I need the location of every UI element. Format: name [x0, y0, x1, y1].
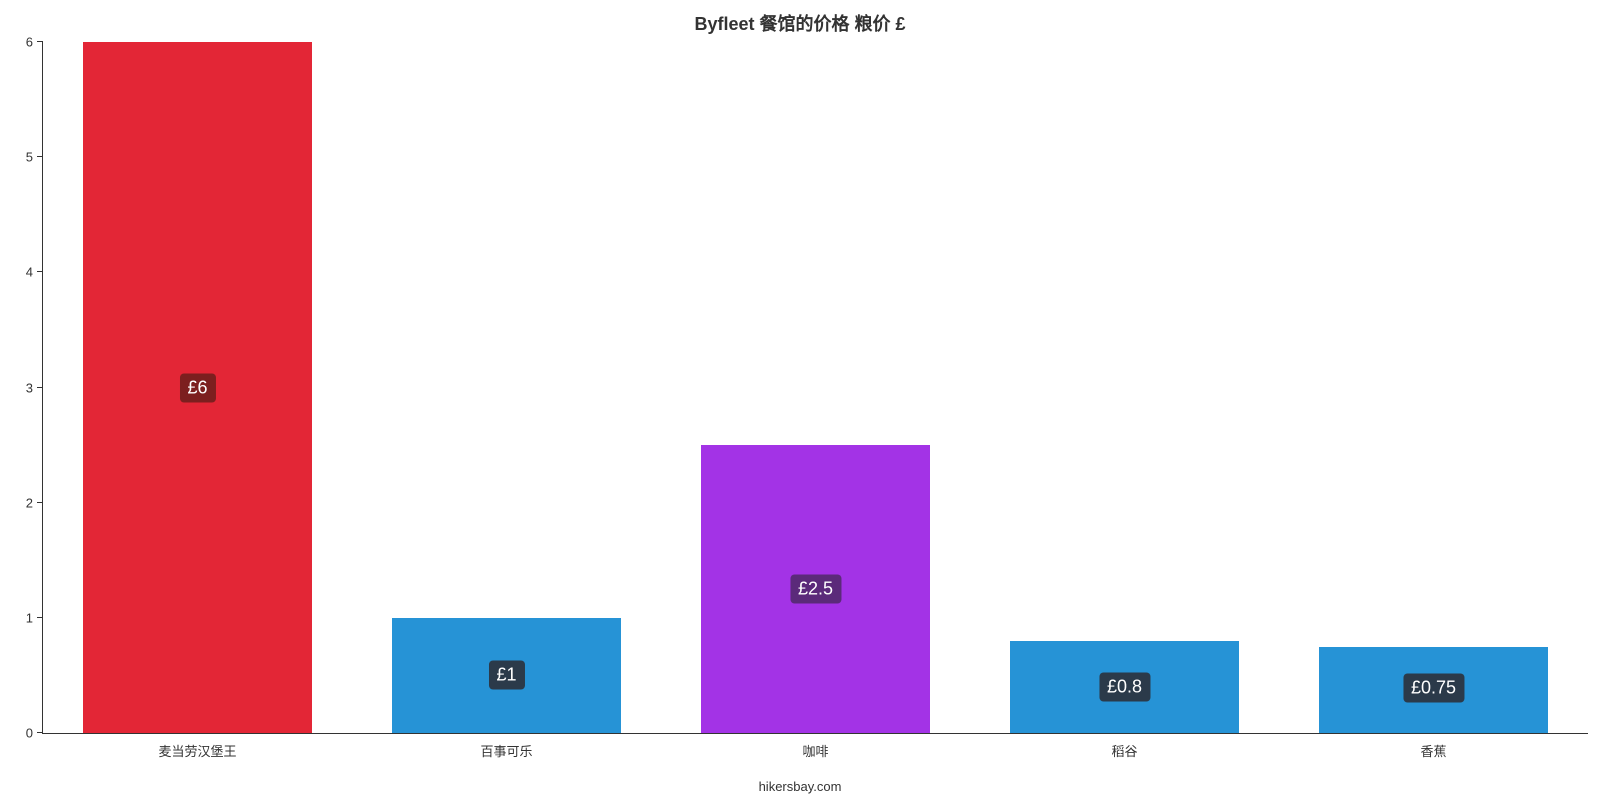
- value-badge: £0.8: [1099, 672, 1150, 701]
- x-tick-label: 稻谷: [1111, 741, 1137, 760]
- y-tick-label: 3: [26, 380, 33, 395]
- category-band: £1百事可乐: [352, 42, 661, 733]
- category-band: £0.8稻谷: [970, 42, 1279, 733]
- y-tick-label: 2: [26, 495, 33, 510]
- attribution-text: hikersbay.com: [0, 779, 1600, 794]
- y-tick-label: 1: [26, 610, 33, 625]
- value-badge: £0.75: [1403, 674, 1464, 703]
- y-tick-label: 6: [26, 35, 33, 50]
- x-tick-label: 百事可乐: [480, 741, 532, 760]
- plot-area: 0123456£6麦当劳汉堡王£1百事可乐£2.5咖啡£0.8稻谷£0.75香蕉: [42, 42, 1588, 734]
- y-tick-label: 4: [26, 265, 33, 280]
- x-tick-label: 麦当劳汉堡王: [158, 741, 236, 760]
- price-bar-chart: Byfleet 餐馆的价格 粮价 £ 0123456£6麦当劳汉堡王£1百事可乐…: [0, 0, 1600, 800]
- category-band: £0.75香蕉: [1279, 42, 1588, 733]
- value-badge: £2.5: [790, 575, 841, 604]
- value-badge: £6: [179, 373, 215, 402]
- category-band: £6麦当劳汉堡王: [43, 42, 352, 733]
- y-tick-label: 5: [26, 150, 33, 165]
- x-tick-label: 香蕉: [1420, 741, 1446, 760]
- x-tick-label: 咖啡: [802, 741, 828, 760]
- value-badge: £1: [488, 661, 524, 690]
- y-tick-label: 0: [26, 726, 33, 741]
- chart-title: Byfleet 餐馆的价格 粮价 £: [0, 10, 1600, 36]
- category-band: £2.5咖啡: [661, 42, 970, 733]
